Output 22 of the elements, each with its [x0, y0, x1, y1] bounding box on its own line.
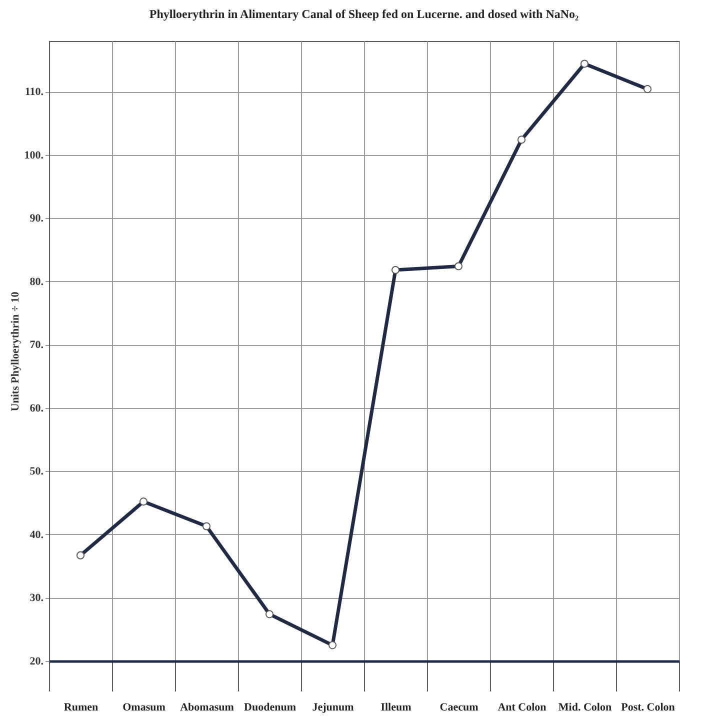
x-tick-label: Rumen [64, 702, 98, 714]
y-axis-title: Units Phylloerythrin ÷ 10 [9, 291, 22, 412]
x-tick-label: Mid. Colon [558, 702, 612, 714]
x-tick-label: Caecum [440, 702, 478, 714]
x-tick-label: Abomasum [180, 702, 234, 714]
x-tick-label: Duodenum [244, 702, 296, 714]
y-tick-label: 100. [24, 149, 44, 162]
x-tick-label: Ant Colon [498, 702, 546, 714]
y-tick-label: 50. [30, 466, 44, 478]
y-tick-label: 20. [30, 656, 44, 668]
y-tick-label: 110. [24, 86, 44, 98]
x-tick-label: Jejunum [312, 702, 354, 714]
y-tick-label: 30. [30, 592, 44, 604]
y-tick-label: 70. [30, 339, 44, 352]
x-tick-label: Illeum [380, 702, 412, 714]
y-tick-label: 60. [30, 402, 44, 414]
chart-title: Phylloerythrin in Alimentary Canal of Sheep fed on Lucerne. and dosed with NaNo₂ [149, 7, 580, 21]
y-tick-label: 40. [30, 528, 44, 541]
x-tick-label: Post. Colon [621, 702, 675, 714]
y-tick-label: 90. [30, 212, 44, 225]
y-tick-label: 80. [30, 276, 44, 288]
x-tick-label: Omasum [122, 702, 166, 714]
